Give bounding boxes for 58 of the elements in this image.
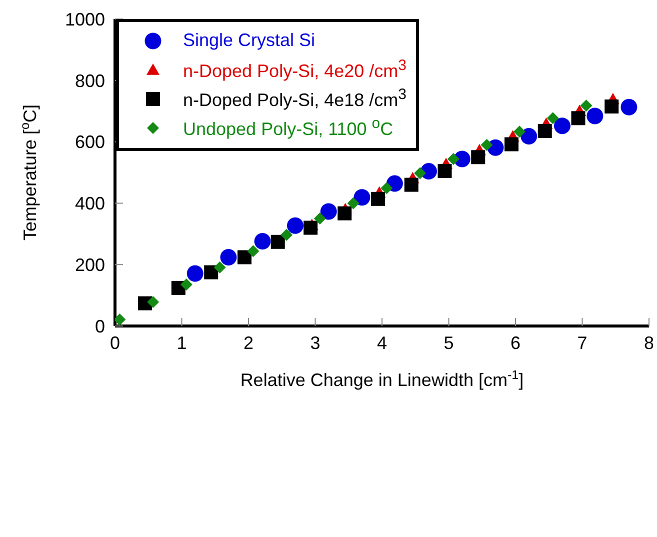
point [538, 124, 552, 138]
point [438, 164, 452, 178]
point [354, 189, 370, 206]
point [504, 137, 518, 152]
point [380, 182, 393, 194]
point [254, 233, 271, 250]
point [237, 250, 252, 264]
point [604, 99, 619, 114]
y-tick-label: 600 [74, 132, 105, 152]
point [115, 314, 126, 326]
y-tick-label: 400 [74, 194, 105, 214]
x-tick-label: 5 [444, 332, 454, 353]
point [554, 118, 570, 134]
legend-label: n-Doped Poly-Si, 4e20 /cm$^{3}$ [183, 57, 406, 82]
point [620, 98, 638, 116]
point [220, 248, 237, 266]
point [320, 203, 337, 220]
legend-label: n-Doped Poly-Si, 4e18 /cm$^{3}$ [183, 86, 406, 111]
x-axis-title: Relative Change in Linewidth [cm$^{-1}$] [240, 368, 524, 390]
point [514, 126, 526, 138]
point [280, 228, 293, 241]
point [347, 197, 360, 210]
x-tick-label: 0 [110, 332, 120, 353]
point [404, 178, 418, 192]
point [214, 261, 226, 274]
point [447, 152, 460, 165]
point [186, 265, 204, 282]
point [580, 100, 592, 112]
point [370, 192, 385, 206]
point [180, 278, 192, 291]
point [204, 265, 218, 280]
x-tick-label: 1 [176, 332, 187, 353]
x-tick-label: 4 [376, 332, 388, 353]
x-tick-label: 7 [577, 332, 588, 353]
point [586, 108, 604, 124]
point [338, 206, 352, 220]
y-tick-label: 0 [94, 316, 105, 336]
point [480, 138, 493, 151]
point [546, 112, 559, 124]
y-tick-label: 200 [74, 254, 105, 275]
legend-label: Undoped Poly-Si, 1100 $^{o}$C [183, 115, 394, 140]
point [304, 220, 318, 235]
x-tick-label: 2 [243, 332, 254, 353]
point [414, 167, 426, 180]
y-tick-label: 1000 [64, 9, 105, 30]
point [314, 212, 326, 225]
point [247, 245, 260, 258]
point [147, 296, 160, 308]
y-tick-label: 800 [74, 70, 105, 91]
x-tick-label: 3 [310, 332, 320, 353]
x-tick-label: 6 [510, 332, 521, 353]
point [520, 128, 538, 145]
point [471, 150, 486, 164]
legend-label: Single Crystal Si [183, 30, 316, 51]
point [571, 111, 586, 126]
point [270, 234, 285, 249]
point [286, 217, 304, 234]
x-tick-label: 8 [644, 332, 654, 353]
